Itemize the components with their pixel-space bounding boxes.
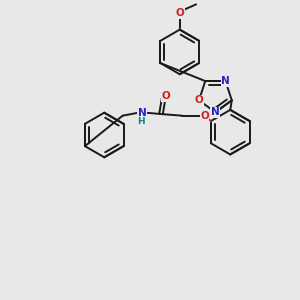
Text: N: N <box>211 107 220 117</box>
Text: O: O <box>195 95 203 105</box>
Text: H: H <box>137 116 144 125</box>
Text: O: O <box>161 92 170 101</box>
Text: O: O <box>175 8 184 18</box>
Text: N: N <box>221 76 230 86</box>
Text: O: O <box>200 111 209 121</box>
Text: N: N <box>138 108 146 118</box>
